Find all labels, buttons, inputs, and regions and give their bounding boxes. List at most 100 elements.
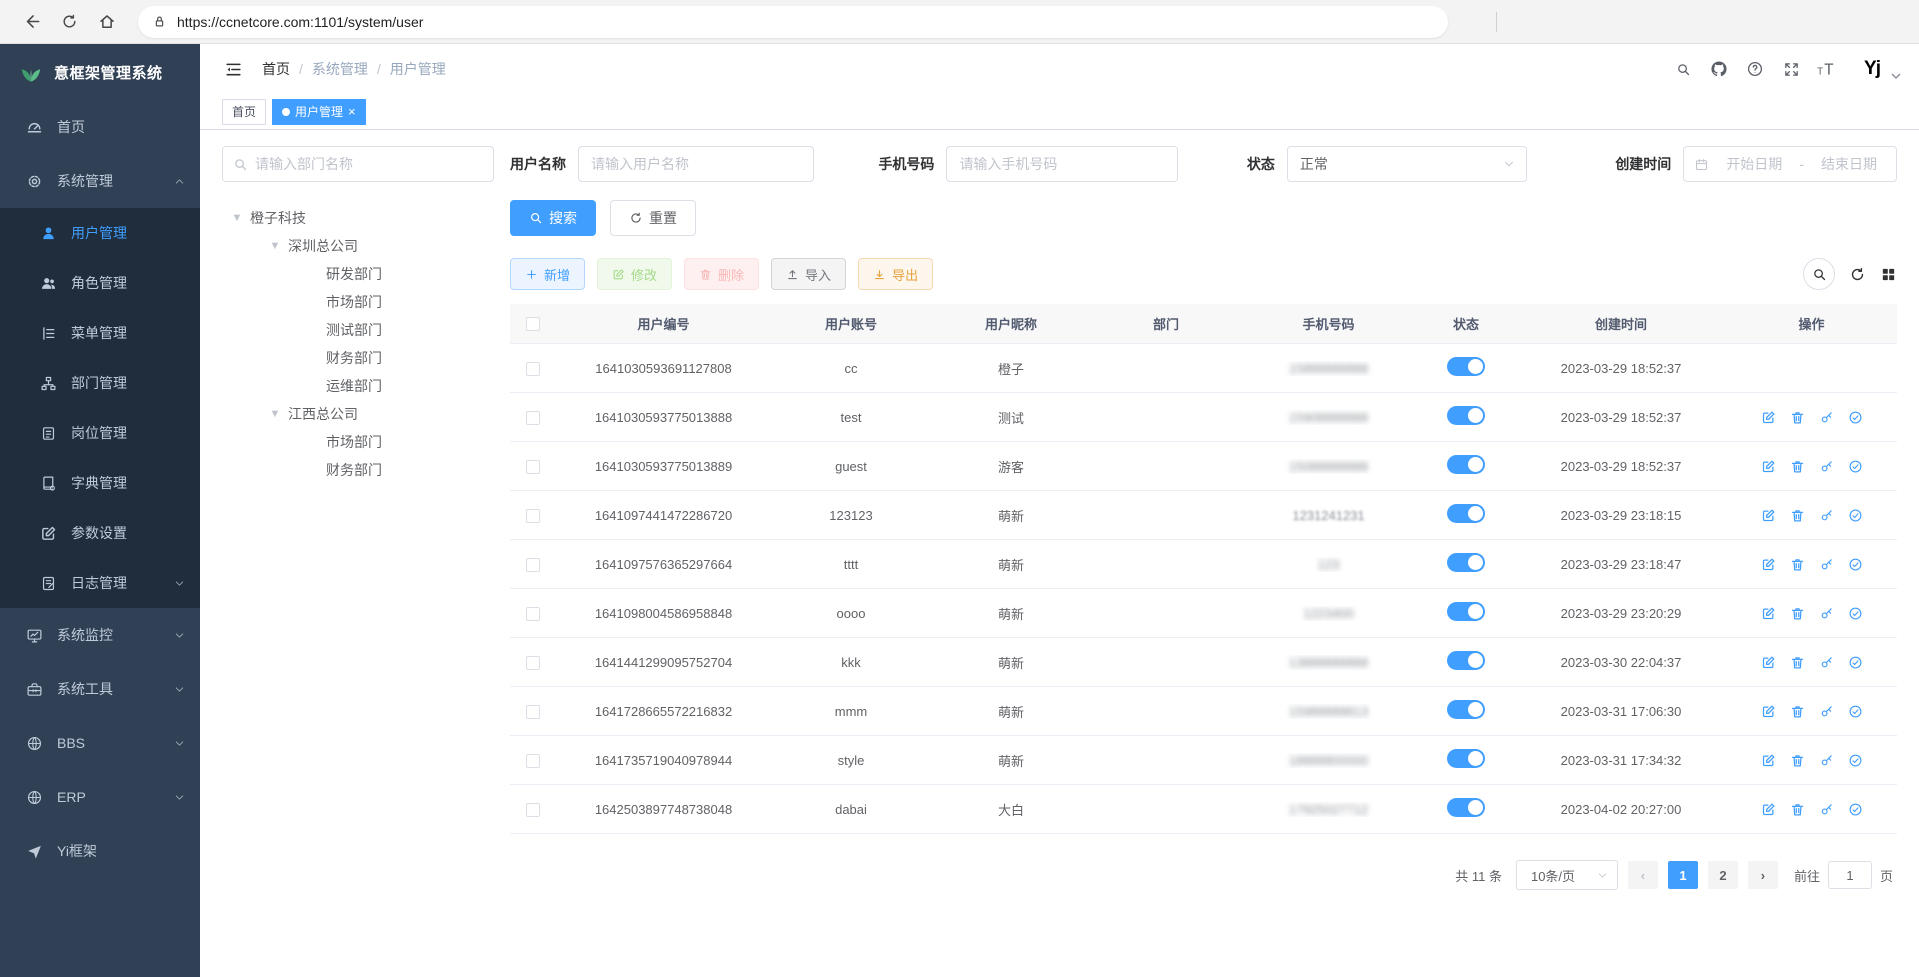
- tab-用户管理[interactable]: 用户管理 ×: [272, 98, 366, 125]
- sidebar-item-系统监控[interactable]: 系统监控: [0, 608, 200, 662]
- tree-node-江西总公司[interactable]: ▼ 江西总公司: [222, 400, 494, 428]
- page-button-2[interactable]: 2: [1707, 861, 1738, 889]
- password-key-icon[interactable]: [1318, 8, 1348, 36]
- tree-expand-icon[interactable]: ▼: [269, 240, 281, 252]
- row-assign-role-icon[interactable]: [1848, 704, 1863, 719]
- tree-node-市场部门[interactable]: 市场部门: [222, 428, 494, 456]
- read-aloud-icon[interactable]: [1348, 8, 1378, 36]
- delete-button[interactable]: 删除: [684, 258, 760, 290]
- row-reset-password-icon[interactable]: [1819, 459, 1834, 474]
- column-grid-icon[interactable]: [1880, 266, 1897, 283]
- row-edit-icon[interactable]: [1761, 508, 1776, 523]
- row-reset-password-icon[interactable]: [1819, 802, 1834, 817]
- refresh-table-icon[interactable]: [1849, 266, 1866, 283]
- user-avatar[interactable]: Yj: [1864, 58, 1881, 79]
- row-edit-icon[interactable]: [1761, 459, 1776, 474]
- sidebar-item-岗位管理[interactable]: 岗位管理: [0, 408, 200, 458]
- prev-page-button[interactable]: ‹: [1627, 861, 1658, 889]
- browser-reload-button[interactable]: [52, 5, 86, 39]
- row-delete-icon[interactable]: [1790, 753, 1805, 768]
- github-link-button[interactable]: [1701, 51, 1737, 87]
- tree-node-财务部门[interactable]: 财务部门: [222, 344, 494, 372]
- export-button[interactable]: 导出: [858, 258, 934, 290]
- status-select[interactable]: 正常: [1286, 146, 1527, 182]
- row-assign-role-icon[interactable]: [1848, 802, 1863, 817]
- row-delete-icon[interactable]: [1790, 410, 1805, 425]
- row-assign-role-icon[interactable]: [1848, 459, 1863, 474]
- sidebar-item-角色管理[interactable]: 角色管理: [0, 258, 200, 308]
- row-edit-icon[interactable]: [1761, 753, 1776, 768]
- row-checkbox[interactable]: [526, 557, 540, 572]
- sidebar-item-ERP[interactable]: ERP: [0, 770, 200, 824]
- row-checkbox[interactable]: [526, 508, 540, 523]
- row-assign-role-icon[interactable]: [1848, 508, 1863, 523]
- row-reset-password-icon[interactable]: [1819, 753, 1834, 768]
- sidebar-item-字典管理[interactable]: 字典管理: [0, 458, 200, 508]
- header-search-button[interactable]: [1665, 51, 1701, 87]
- tree-node-橙子科技[interactable]: ▼ 橙子科技: [222, 204, 494, 232]
- more-menu-icon[interactable]: [1637, 5, 1671, 39]
- browser-back-button[interactable]: [14, 5, 48, 39]
- row-checkbox[interactable]: [526, 753, 540, 768]
- breadcrumb-item-首页[interactable]: 首页: [262, 61, 290, 77]
- status-toggle[interactable]: [1447, 553, 1485, 572]
- browser-home-button[interactable]: [90, 5, 124, 39]
- status-toggle[interactable]: [1447, 700, 1485, 719]
- sidebar-item-系统工具[interactable]: 系统工具: [0, 662, 200, 716]
- row-reset-password-icon[interactable]: [1819, 557, 1834, 572]
- status-toggle[interactable]: [1447, 406, 1485, 425]
- tab-首页[interactable]: 首页: [222, 98, 267, 125]
- tree-node-测试部门[interactable]: 测试部门: [222, 316, 494, 344]
- status-toggle[interactable]: [1447, 504, 1485, 523]
- select-all-checkbox[interactable]: [526, 317, 540, 332]
- zoom-out-icon[interactable]: [1378, 8, 1408, 36]
- goto-page-input[interactable]: [1827, 861, 1872, 889]
- row-reset-password-icon[interactable]: [1819, 508, 1834, 523]
- page-size-select[interactable]: 10条/页: [1515, 860, 1618, 890]
- row-delete-icon[interactable]: [1790, 459, 1805, 474]
- row-assign-role-icon[interactable]: [1848, 410, 1863, 425]
- sidebar-toggle-button[interactable]: [216, 52, 250, 86]
- sidebar-item-系统管理[interactable]: 系统管理: [0, 154, 200, 208]
- profile-avatar-icon[interactable]: [1603, 5, 1637, 39]
- status-toggle[interactable]: [1447, 798, 1485, 817]
- row-assign-role-icon[interactable]: [1848, 655, 1863, 670]
- row-checkbox[interactable]: [526, 606, 540, 621]
- sidebar-item-菜单管理[interactable]: 菜单管理: [0, 308, 200, 358]
- row-reset-password-icon[interactable]: [1819, 606, 1834, 621]
- tree-node-运维部门[interactable]: 运维部门: [222, 372, 494, 400]
- row-edit-icon[interactable]: [1761, 704, 1776, 719]
- row-reset-password-icon[interactable]: [1819, 655, 1834, 670]
- status-toggle[interactable]: [1447, 357, 1485, 376]
- phone-input[interactable]: [946, 146, 1179, 182]
- status-toggle[interactable]: [1447, 651, 1485, 670]
- row-delete-icon[interactable]: [1790, 655, 1805, 670]
- status-toggle[interactable]: [1447, 455, 1485, 474]
- row-delete-icon[interactable]: [1790, 508, 1805, 523]
- row-delete-icon[interactable]: [1790, 606, 1805, 621]
- search-button[interactable]: 搜索: [510, 200, 596, 236]
- import-button[interactable]: 导入: [771, 258, 847, 290]
- help-button[interactable]: [1737, 51, 1773, 87]
- row-checkbox[interactable]: [526, 410, 540, 425]
- add-favorite-icon[interactable]: [1408, 8, 1438, 36]
- status-toggle[interactable]: [1447, 602, 1485, 621]
- sidebar-item-日志管理[interactable]: 日志管理: [0, 558, 200, 608]
- department-search-input[interactable]: [255, 156, 483, 172]
- row-edit-icon[interactable]: [1761, 802, 1776, 817]
- row-reset-password-icon[interactable]: [1819, 704, 1834, 719]
- sidebar-item-部门管理[interactable]: 部门管理: [0, 358, 200, 408]
- sidebar-item-用户管理[interactable]: 用户管理: [0, 208, 200, 258]
- copilot-icon[interactable]: [1671, 5, 1705, 39]
- url-text[interactable]: https://ccnetcore.com:1101/system/user: [177, 13, 424, 30]
- status-toggle[interactable]: [1447, 749, 1485, 768]
- row-assign-role-icon[interactable]: [1848, 606, 1863, 621]
- close-tab-icon[interactable]: ×: [348, 104, 356, 119]
- avatar-caret-icon[interactable]: [1891, 72, 1901, 80]
- reset-button[interactable]: 重置: [610, 200, 696, 236]
- row-assign-role-icon[interactable]: [1848, 557, 1863, 572]
- split-screen-icon[interactable]: [1501, 5, 1535, 39]
- row-edit-icon[interactable]: [1761, 606, 1776, 621]
- sidebar-item-参数设置[interactable]: 参数设置: [0, 508, 200, 558]
